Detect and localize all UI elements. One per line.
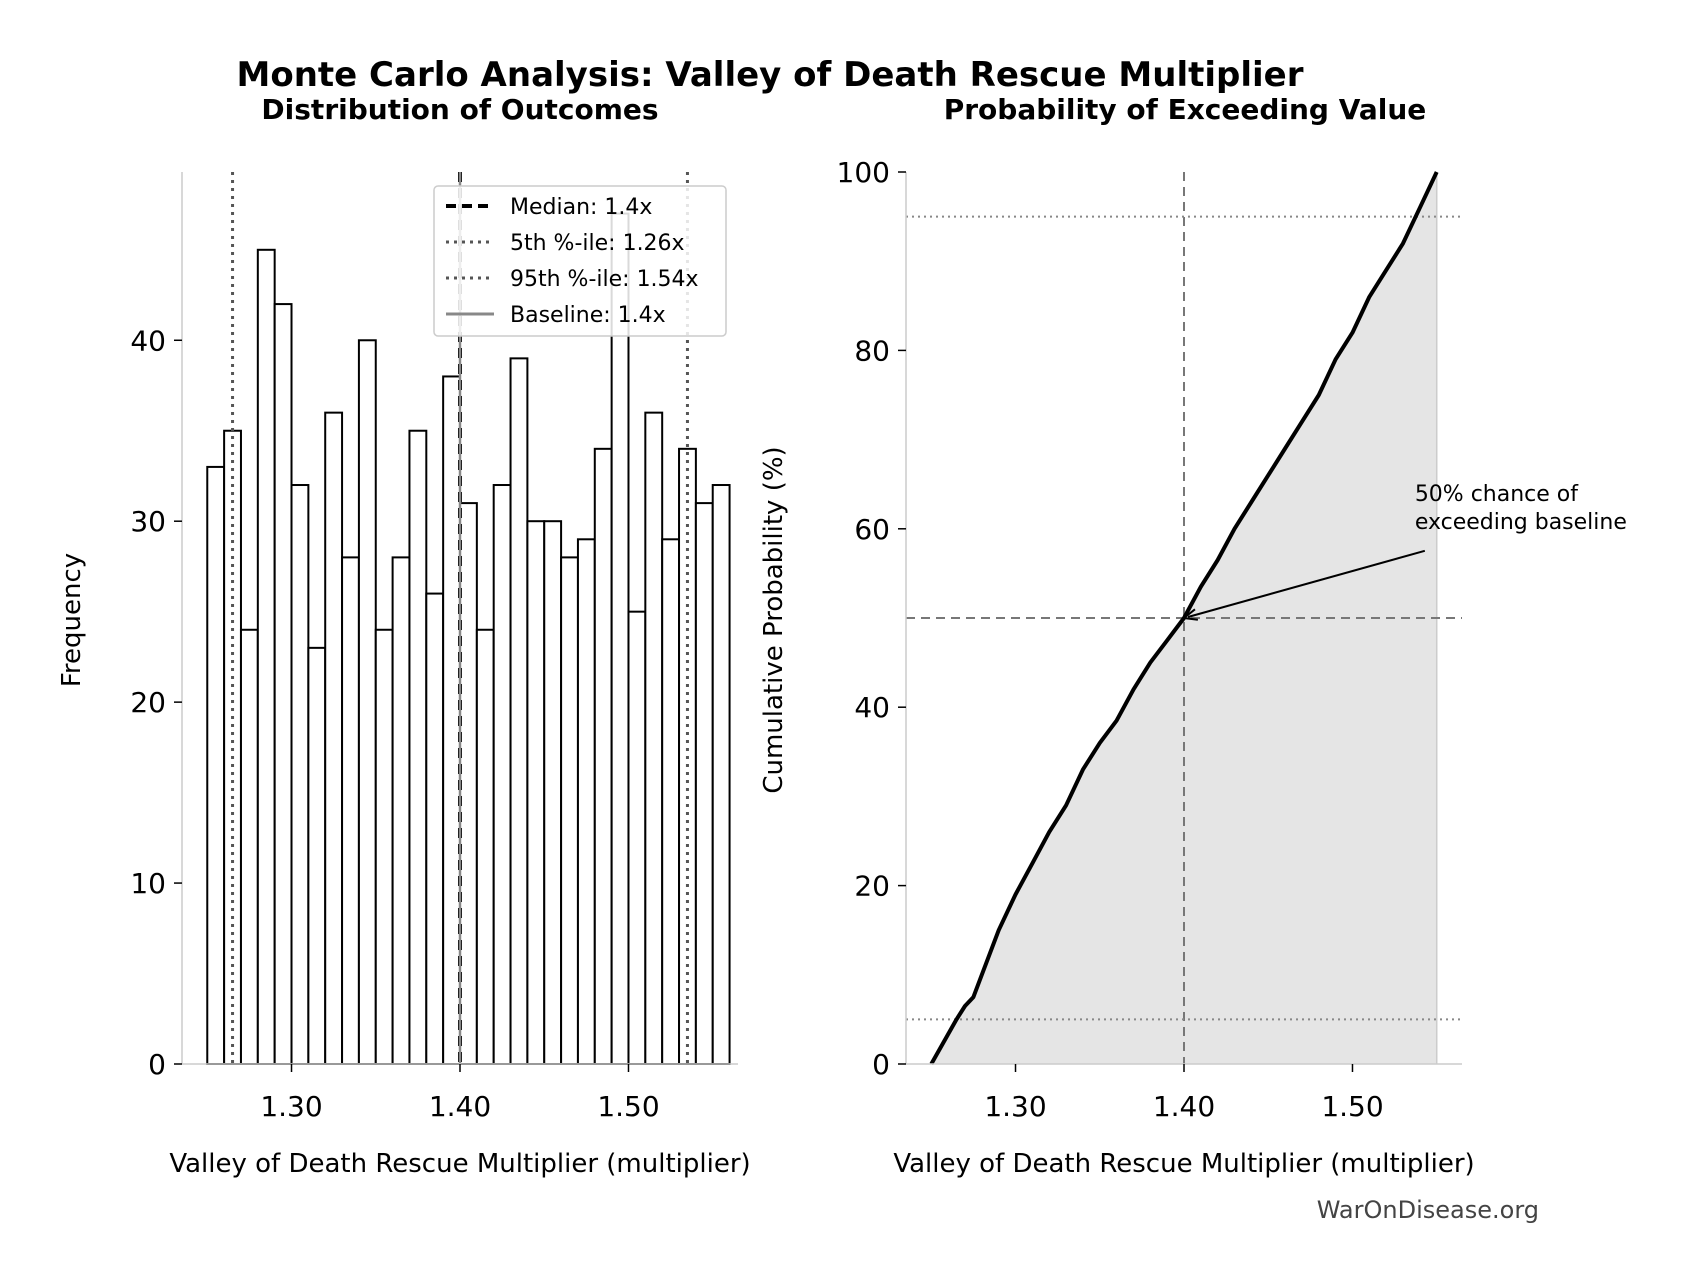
cdf-x-tick-label: 1.50 [1321, 1090, 1383, 1123]
cdf-panel: Probability of Exceeding Value 1.30 1.40 1… [759, 93, 1627, 1179]
histogram-bar [459, 502, 478, 1066]
cdf-y-tick-label: 80 [854, 334, 890, 367]
histogram-bars [206, 212, 731, 1066]
histogram-bar [206, 465, 226, 1065]
legend-label: 5th %-ile: 1.26x [510, 231, 685, 256]
histogram-y-label: Frequency [57, 553, 87, 687]
histogram-bar [509, 357, 529, 1065]
legend-label: 95th %-ile: 1.54x [510, 267, 699, 292]
figure-title: Monte Carlo Analysis: Valley of Death Re… [237, 55, 1304, 95]
cdf-y-label: Cumulative Probability (%) [759, 446, 789, 793]
histogram-x-tick-label: 1.40 [429, 1090, 491, 1123]
histogram-bar [694, 502, 714, 1066]
histogram-x-ticks: 1.30 1.40 1.50 [260, 1064, 660, 1123]
histogram-bar [475, 628, 495, 1065]
cdf-x-ticks: 1.30 1.40 1.50 [984, 1064, 1384, 1123]
cdf-x-label: Valley of Death Rescue Multiplier (multi… [893, 1149, 1474, 1179]
cdf-x-tick-label: 1.30 [984, 1090, 1046, 1123]
histogram-y-tick-label: 10 [130, 867, 166, 900]
histogram-bar [273, 303, 293, 1066]
cdf-y-tick-label: 40 [854, 691, 890, 724]
histogram-subtitle: Distribution of Outcomes [261, 93, 658, 126]
cdf-y-ticks: 0 20 40 60 80 100 [837, 156, 906, 1081]
cdf-subtitle: Probability of Exceeding Value [944, 93, 1427, 126]
histogram-x-tick-label: 1.50 [597, 1090, 659, 1123]
cdf-y-tick-label: 0 [872, 1048, 890, 1081]
histogram-y-tick-label: 40 [130, 324, 166, 357]
histogram-bar [543, 520, 563, 1065]
histogram-y-tick-label: 20 [130, 686, 166, 719]
histogram-y-ticks: 0 10 20 30 40 [130, 324, 182, 1081]
histogram-bar [391, 556, 411, 1066]
histogram-bar [357, 339, 377, 1065]
cdf-y-tick-label: 100 [837, 156, 890, 189]
cdf-y-tick-label: 60 [854, 513, 890, 546]
histogram-bar [526, 520, 546, 1065]
histogram-legend: Median: 1.4x 5th %-ile: 1.26x 95th %-ile: … [433, 185, 727, 337]
legend-frame [433, 185, 727, 337]
histogram-bar [576, 538, 596, 1065]
histogram-panel: Distribution of Outcomes 1.30 1.40 1.50 0 1… [57, 93, 751, 1179]
cdf-x-tick-label: 1.40 [1153, 1090, 1215, 1123]
histogram-x-tick-label: 1.30 [260, 1090, 322, 1123]
histogram-bar [374, 628, 394, 1065]
histogram-bar [290, 484, 310, 1065]
histogram-bar [256, 248, 276, 1066]
legend-label: Median: 1.4x [510, 195, 652, 220]
cdf-annotation-arrowhead [1181, 608, 1199, 621]
histogram-bar [610, 212, 630, 1065]
histogram-bar [341, 556, 360, 1066]
legend-label: Baseline: 1.4x [510, 303, 666, 328]
histogram-bar [644, 411, 664, 1065]
cdf-annotation-text: 50% chance of [1415, 482, 1579, 507]
histogram-bar [560, 556, 579, 1066]
histogram-bar [324, 411, 344, 1065]
cdf-annotation: 50% chance of exceeding baseline [1181, 482, 1627, 621]
histogram-bar [711, 484, 731, 1065]
cdf-series-line [929, 171, 1439, 1065]
histogram-bar [239, 628, 259, 1065]
histogram-bar [593, 447, 613, 1065]
histogram-y-tick-label: 0 [148, 1048, 166, 1081]
histogram-bar [627, 610, 647, 1066]
histogram-bar [661, 538, 681, 1065]
cdf-annotation-text: exceeding baseline [1415, 510, 1627, 535]
histogram-bar [307, 646, 327, 1065]
histogram-bar [425, 592, 445, 1065]
cdf-y-tick-label: 20 [854, 870, 890, 903]
histogram-bar [408, 429, 428, 1066]
histogram-bar [442, 375, 462, 1066]
footer-credit: WarOnDisease.org [1316, 1196, 1539, 1224]
cdf-annotation-arrow [1187, 549, 1426, 618]
histogram-bar [492, 484, 512, 1065]
histogram-y-tick-label: 30 [130, 505, 166, 538]
histogram-x-label: Valley of Death Rescue Multiplier (multi… [169, 1149, 750, 1179]
